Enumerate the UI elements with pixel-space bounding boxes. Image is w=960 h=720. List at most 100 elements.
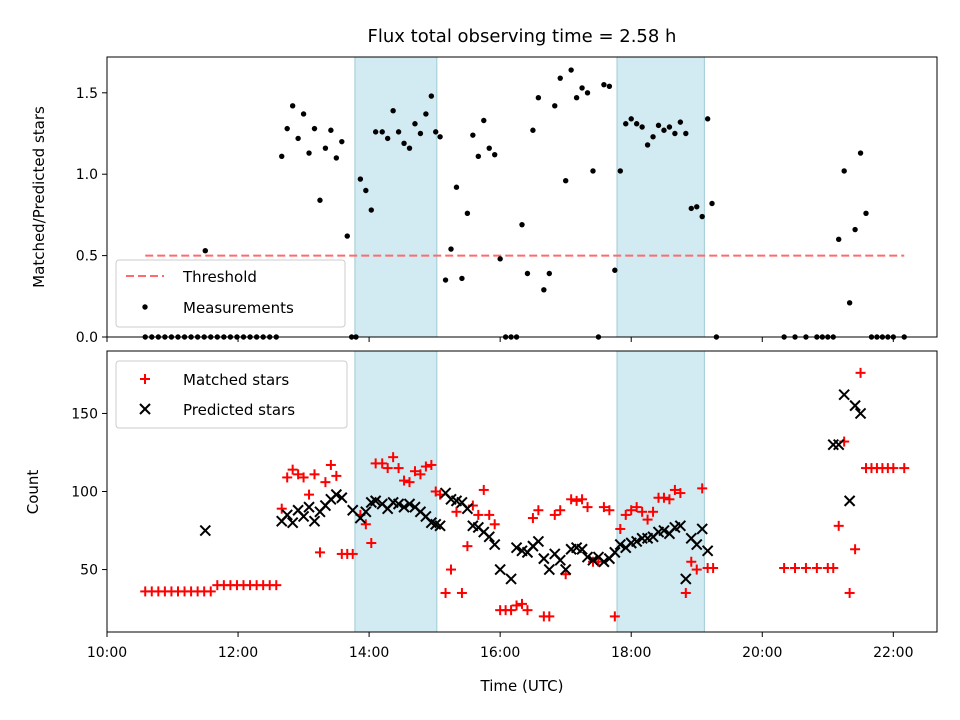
- predicted-star-marker: [598, 556, 610, 568]
- measurement-point: [683, 130, 689, 137]
- predicted-stars-points: [199, 389, 867, 585]
- predicted-star-marker: [369, 495, 382, 507]
- predicted-star-marker: [538, 552, 550, 565]
- y-tick-label: 1.0: [76, 167, 98, 183]
- matched-star-marker: [658, 492, 669, 503]
- predicted-star-marker: [680, 573, 692, 585]
- measurement-point: [661, 127, 667, 133]
- predicted-star-marker: [827, 438, 839, 451]
- predicted-star-marker: [609, 546, 621, 559]
- predicted-star-marker: [576, 543, 588, 555]
- measurement-point: [306, 150, 312, 156]
- measurement-point: [590, 168, 596, 174]
- matched-star-marker: [366, 538, 377, 549]
- predicted-star-marker: [833, 438, 845, 451]
- ratio-plot-frame: [106, 56, 938, 338]
- matched-star-marker: [409, 466, 420, 477]
- predicted-star-marker: [691, 538, 703, 551]
- matched-star-marker: [844, 587, 855, 598]
- measurement-point: [475, 153, 482, 160]
- measurement-point: [357, 176, 364, 182]
- measurement-point: [363, 187, 369, 194]
- matched-star-marker: [571, 495, 582, 506]
- matched-star-marker: [456, 587, 467, 598]
- matched-star-marker: [642, 514, 653, 525]
- measurement-point: [655, 122, 662, 129]
- measurement-point: [437, 134, 443, 140]
- predicted-star-marker: [398, 501, 410, 513]
- predicted-star-marker: [483, 531, 495, 543]
- measurement-point: [289, 103, 296, 109]
- measurement-point: [311, 125, 318, 132]
- matched-star-marker: [309, 469, 320, 480]
- predicted-star-marker: [303, 501, 315, 513]
- matched-star-marker: [899, 463, 910, 474]
- measurement-point: [401, 140, 407, 146]
- matched-star-marker: [648, 506, 659, 517]
- matched-star-marker: [800, 562, 811, 573]
- matched-star-marker: [522, 605, 533, 616]
- measurement-point: [368, 207, 374, 213]
- x-tick-label: 22:00: [873, 645, 913, 661]
- matched-star-marker: [399, 475, 410, 486]
- x-axis-label: Time (UTC): [480, 677, 564, 695]
- count-y-axis-label: Count: [24, 470, 42, 515]
- matched-star-marker: [304, 489, 315, 500]
- measurement-point: [453, 184, 460, 190]
- observing-window-shading: [354, 56, 705, 338]
- matched-star-marker: [462, 541, 473, 552]
- matched-star-marker: [205, 586, 216, 597]
- matched-star-marker: [855, 367, 866, 378]
- measurement-point: [433, 129, 439, 135]
- measurement-point: [333, 155, 340, 161]
- measurement-point: [535, 94, 542, 101]
- measurement-point: [486, 145, 492, 151]
- measurement-point: [704, 116, 711, 122]
- observing-window-band: [616, 56, 705, 338]
- matched-stars-legend-label: Matched stars: [183, 371, 289, 389]
- measurement-point: [417, 130, 424, 137]
- matched-star-marker: [555, 505, 566, 516]
- predicted-star-marker: [849, 399, 861, 412]
- measurement-point: [464, 210, 471, 216]
- predicted-star-marker: [658, 524, 670, 537]
- predicted-star-marker: [510, 541, 523, 554]
- measurement-point: [395, 129, 402, 135]
- measurement-point: [568, 67, 574, 73]
- measurement-point: [709, 200, 715, 207]
- matched-star-marker: [320, 477, 331, 488]
- measurement-point: [601, 81, 607, 88]
- measurement-point: [448, 246, 454, 252]
- measurement-point: [579, 85, 585, 91]
- measurement-point: [339, 138, 345, 145]
- measurement-point: [284, 125, 290, 132]
- x-tick-label: 10:00: [87, 645, 127, 661]
- matched-star-marker: [626, 505, 637, 516]
- measurement-point: [372, 129, 379, 135]
- matched-star-marker: [544, 611, 555, 622]
- measurement-point: [322, 145, 329, 151]
- matched-star-marker: [511, 600, 522, 611]
- measurements-legend-label: Measurements: [183, 299, 294, 317]
- matched-star-marker: [680, 587, 691, 598]
- predicted-star-marker: [505, 573, 517, 585]
- chart-title: Flux total observing time = 2.58 h: [368, 26, 677, 47]
- measurement-point: [644, 142, 651, 148]
- measurement-point: [344, 233, 350, 239]
- matched-star-marker: [549, 509, 560, 520]
- matched-star-marker: [517, 598, 527, 609]
- ratio-y-axis-label: Matched/Predicted stars: [30, 106, 48, 288]
- x-tick-label: 20:00: [742, 645, 782, 661]
- measurement-point: [300, 111, 307, 117]
- measurement-point: [863, 210, 869, 216]
- measurement-point: [379, 129, 385, 135]
- matched-star-marker: [440, 587, 451, 598]
- matched-star-marker: [478, 484, 489, 495]
- measurement-point: [628, 116, 634, 122]
- count-legend-box: [115, 360, 348, 429]
- matched-star-marker: [325, 459, 336, 470]
- measurement-point: [694, 204, 700, 210]
- count-panel: 50 100 150 10:00 12:00 14:00 16:00 18:00 20:00 2…: [24, 350, 938, 695]
- measurement-point: [584, 90, 591, 96]
- matched-star-marker: [473, 509, 484, 520]
